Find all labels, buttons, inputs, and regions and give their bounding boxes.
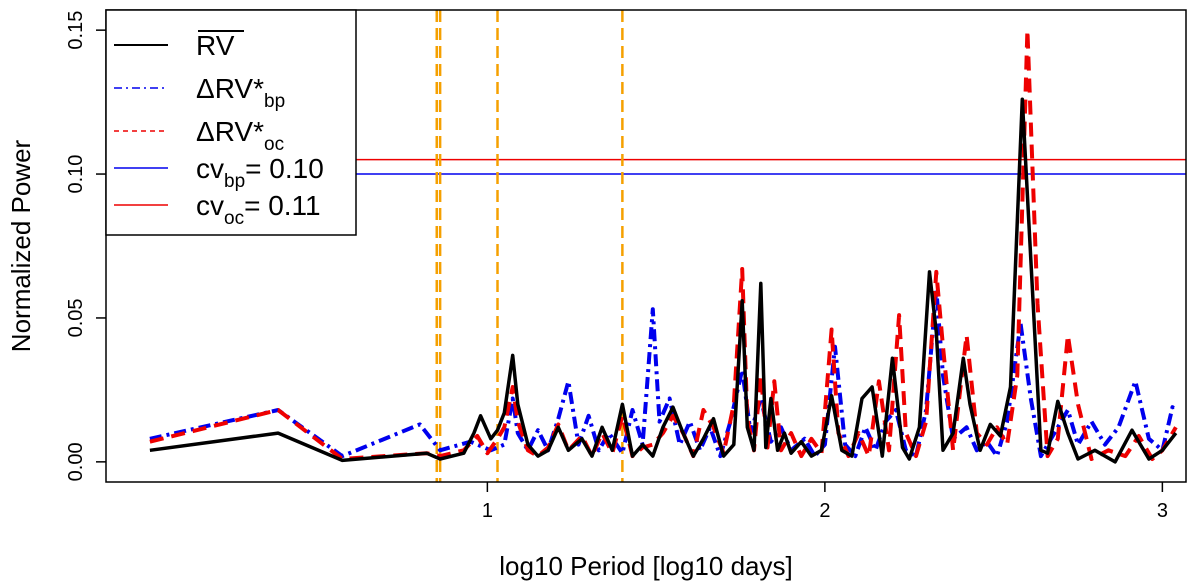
series-line-bp (149, 287, 1178, 459)
x-tick-label-2: 2 (819, 500, 830, 522)
y-tick-label-2: 0.10 (65, 155, 87, 194)
legend-label-bp: ΔRV*bp (196, 73, 285, 112)
y-tick-label-0: 0.00 (65, 442, 87, 481)
legend-label-cvoc: cvoc= 0.11 (196, 190, 321, 229)
axes: 1 2 3 0.00 0.05 0.10 0.15 (65, 11, 1168, 522)
x-tick-label-1: 1 (482, 500, 493, 522)
series-line-rv (149, 97, 1178, 464)
x-axis-title: log10 Period [log10 days] (499, 551, 792, 581)
plot-frame (105, 9, 1187, 483)
legend-label-rv: RV (196, 30, 235, 61)
y-tick-label-1: 0.05 (65, 298, 87, 337)
series-line-oc (149, 28, 1178, 461)
y-axis-title: Normalized Power (6, 139, 36, 352)
x-tick-label-3: 3 (1157, 500, 1168, 522)
legend-box (105, 9, 357, 236)
y-tick-label-3: 0.15 (65, 11, 87, 50)
legend-label-cvbp: cvbp= 0.10 (196, 153, 324, 192)
legend-label-oc: ΔRV*oc (196, 116, 284, 155)
